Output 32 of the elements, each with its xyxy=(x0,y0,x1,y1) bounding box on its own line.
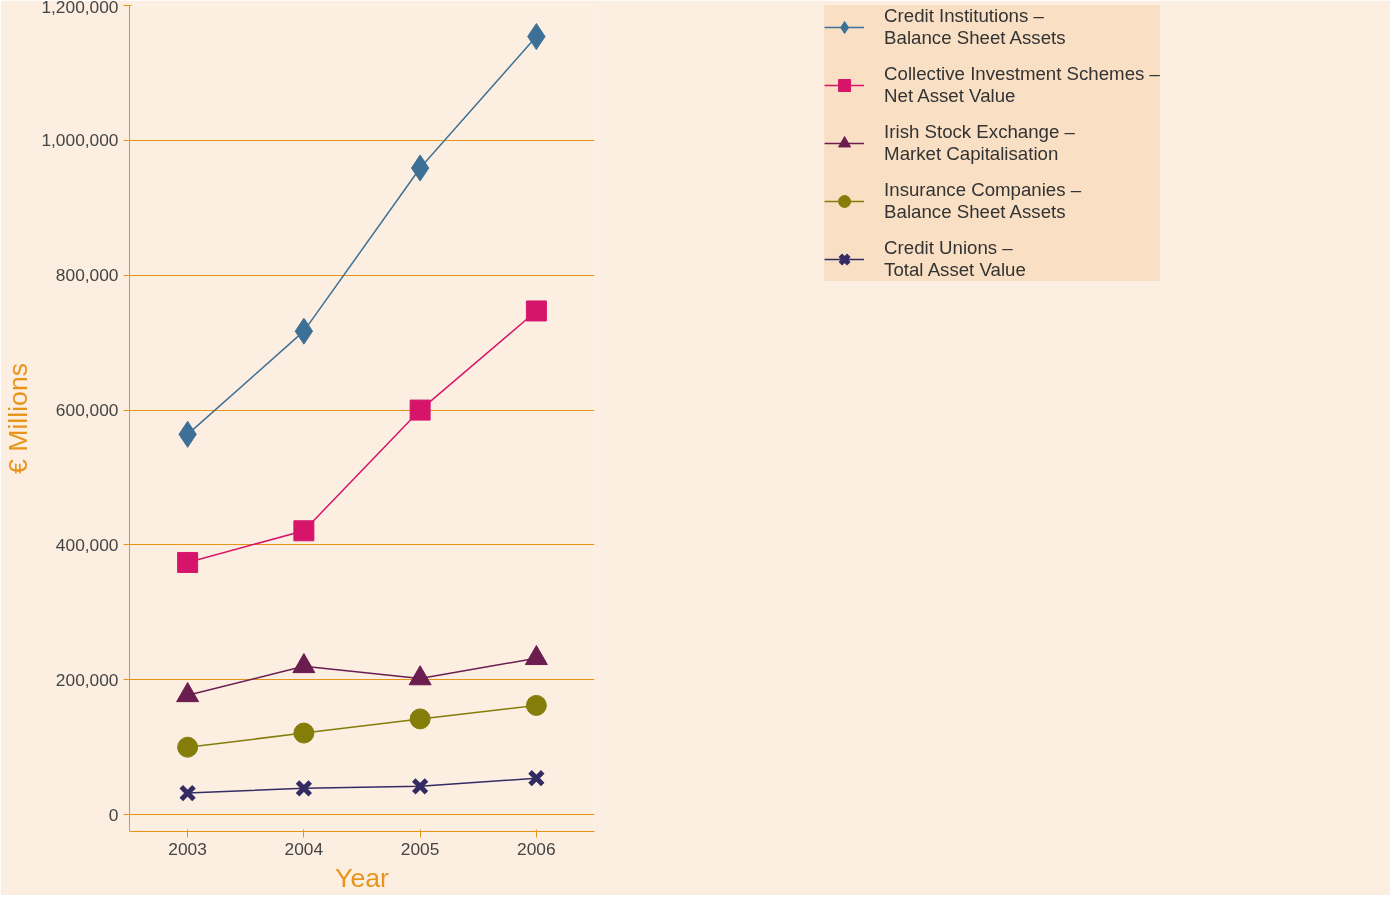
y-tick-label: 0 xyxy=(108,804,119,825)
point xyxy=(294,317,314,345)
x-tick-label: 2005 xyxy=(400,838,440,859)
point xyxy=(527,769,546,788)
point xyxy=(177,551,199,573)
x-tick-label: 2003 xyxy=(168,838,207,859)
y-axis-title: € Millions xyxy=(3,362,34,475)
point xyxy=(410,154,430,182)
x-tick-label: 2006 xyxy=(517,838,556,859)
point xyxy=(409,708,431,730)
point xyxy=(178,784,197,802)
y-tick-label: 1,200,000 xyxy=(41,0,119,17)
point xyxy=(177,736,199,758)
point xyxy=(525,300,547,322)
point xyxy=(293,520,315,542)
legend-label: Credit Unions – Total Asset Value xyxy=(884,237,1026,281)
point xyxy=(295,779,313,798)
legend-label: Insurance Companies – Balance Sheet Assets xyxy=(884,179,1082,223)
y-tick-label: 400,000 xyxy=(55,534,119,555)
point xyxy=(525,694,547,716)
x-tick-label: 2004 xyxy=(284,838,324,859)
y-tick-label: 200,000 xyxy=(55,669,119,690)
y-tick-label: 600,000 xyxy=(55,400,119,421)
point xyxy=(293,722,315,744)
x-axis-title: Year xyxy=(335,862,390,893)
legend-label: Credit Institutions – Balance Sheet Assets xyxy=(884,5,1066,49)
legend-label: Collective Investment Schemes – Net Asset Value xyxy=(884,63,1160,107)
y-tick-label: 1,000,000 xyxy=(41,130,119,151)
point xyxy=(409,399,431,421)
point xyxy=(411,777,429,796)
legend-label: Irish Stock Exchange – Market Capitalisation xyxy=(884,121,1075,165)
y-tick-label: 800,000 xyxy=(55,265,119,286)
